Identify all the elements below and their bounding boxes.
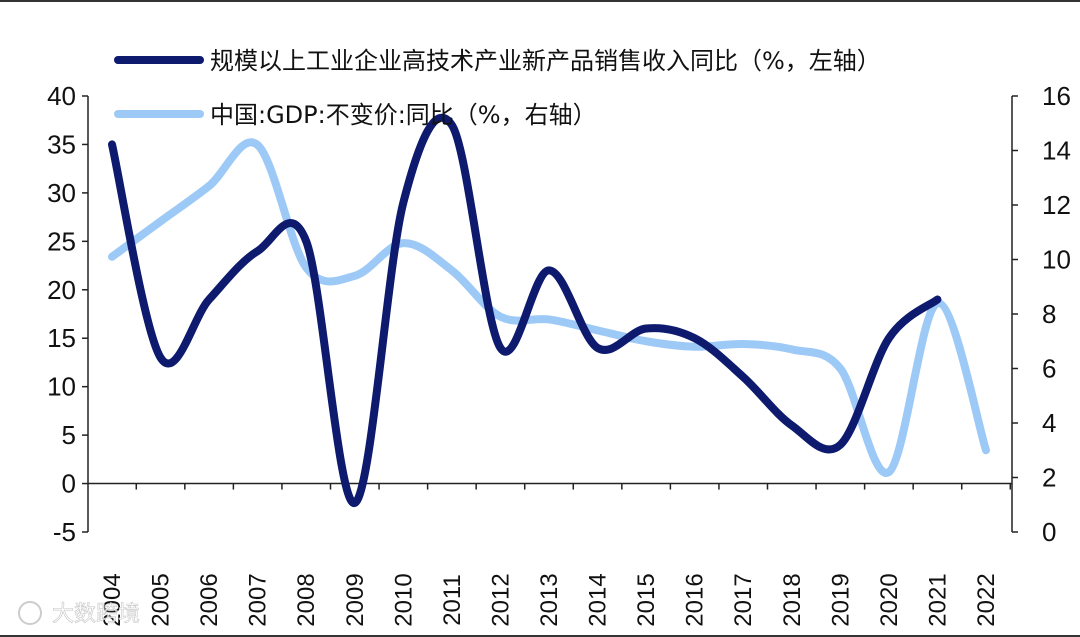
x-tick-label: 2013 [536,573,563,626]
x-tick-label: 2010 [390,573,417,626]
axes: -5 0 5 10 15 20 25 30 35 40 0 2 4 6 8 10 12 14 16 2004 2005 2… [47,81,1071,627]
right-tick-label: 4 [1042,408,1056,438]
left-tick-label: 35 [47,129,76,159]
right-tick-label: 12 [1042,190,1071,220]
x-tick-label: 2016 [682,573,709,626]
right-tick-label: 14 [1042,136,1071,166]
series-lines [108,114,990,507]
x-tick-label: 2018 [779,573,806,626]
right-tick-label: 8 [1042,299,1056,329]
legend: 规模以上工业企业高技术产业新产品销售收入同比（%，左轴） 中国:GDP:不变价:… [114,47,881,129]
right-tick-label: 10 [1042,245,1071,275]
left-tick-label: -5 [53,517,76,547]
x-tick-label: 2009 [342,573,369,626]
x-tick-label: 2014 [585,573,612,626]
left-tick-label: 15 [47,323,76,353]
left-tick-label: 10 [47,372,76,402]
x-tick-label: 2020 [876,573,903,626]
x-tick-label: 2022 [973,573,1000,626]
watermark-logo-icon [18,601,42,625]
series-line-high-tech-sales [108,114,942,507]
left-tick-label: 0 [62,469,76,499]
watermark: 大数跨境 [18,601,140,627]
x-tick-label: 2007 [245,573,272,626]
right-tick-label: 2 [1042,463,1056,493]
right-tick-label: 16 [1042,81,1071,111]
legend-label-high-tech-sales: 规模以上工业企业高技术产业新产品销售收入同比（%，左轴） [210,47,881,75]
x-tick-label: 2012 [487,573,514,626]
x-tick-label: 2008 [293,573,320,626]
left-tick-label: 5 [62,420,76,450]
series-line-gdp [108,138,990,477]
x-tick-label: 2015 [633,573,660,626]
x-tick-label: 2005 [148,573,175,626]
legend-label-gdp: 中国:GDP:不变价:同比（%，右轴） [210,101,597,129]
left-tick-label: 25 [47,226,76,256]
x-tick-label: 2017 [730,573,757,626]
left-tick-label: 30 [47,178,76,208]
x-tick-label: 2011 [439,574,466,626]
right-tick-label: 0 [1042,517,1056,547]
x-tick-label: 2019 [827,573,854,626]
x-tick-label: 2021 [924,573,951,626]
left-tick-label: 20 [47,275,76,305]
x-tick-label: 2004 [99,573,126,626]
watermark-text: 大数跨境 [52,602,140,627]
right-tick-label: 6 [1042,354,1056,384]
left-tick-label: 40 [47,81,76,111]
x-tick-label: 2006 [196,573,223,626]
